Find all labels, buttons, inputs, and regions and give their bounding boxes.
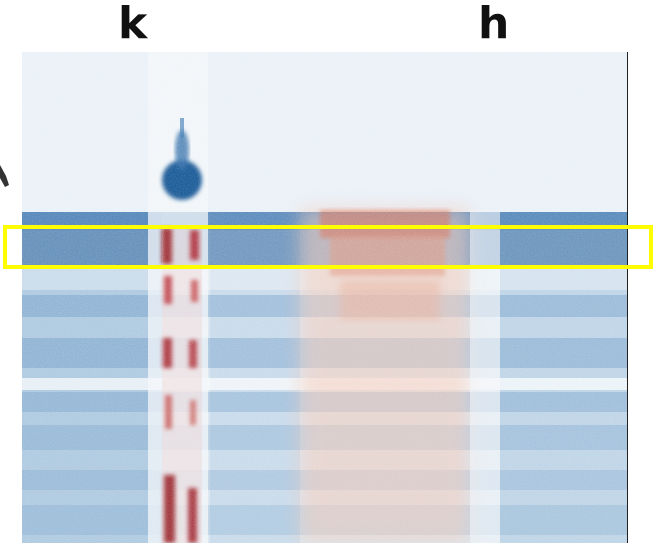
heatmap-field	[22, 52, 627, 543]
label-h: h	[478, 0, 510, 49]
highlight-rectangle	[3, 225, 653, 269]
label-k: k	[118, 0, 148, 49]
left-edge-mark	[0, 165, 9, 187]
